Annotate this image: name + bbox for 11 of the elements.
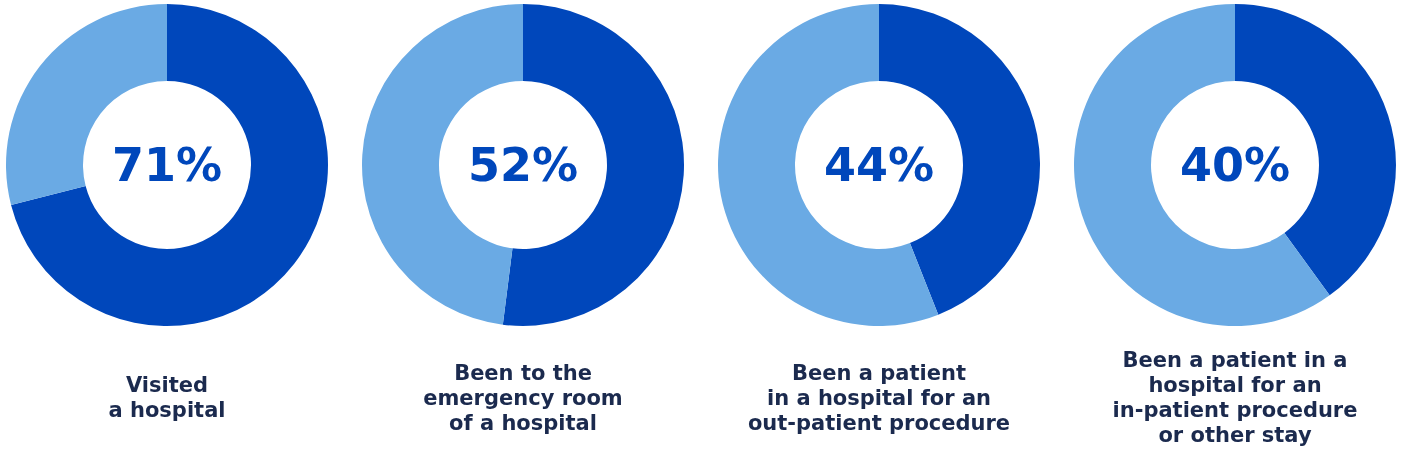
donut-slice bbox=[11, 4, 328, 326]
text: 71% bbox=[111, 138, 223, 192]
text: 40% bbox=[1179, 138, 1291, 192]
text: 44% bbox=[823, 138, 935, 192]
text: Been a patient in a hospital for an in-patient procedure or other stay bbox=[1112, 348, 1358, 447]
text: Been to the emergency room of a hospital bbox=[423, 360, 623, 435]
donut-slice bbox=[718, 4, 939, 326]
text: 52% bbox=[467, 138, 579, 192]
text: Been a patient in a hospital for an out-patient procedure bbox=[747, 360, 1011, 435]
donut-slice bbox=[1074, 4, 1330, 326]
text: Visited a hospital bbox=[108, 373, 226, 422]
